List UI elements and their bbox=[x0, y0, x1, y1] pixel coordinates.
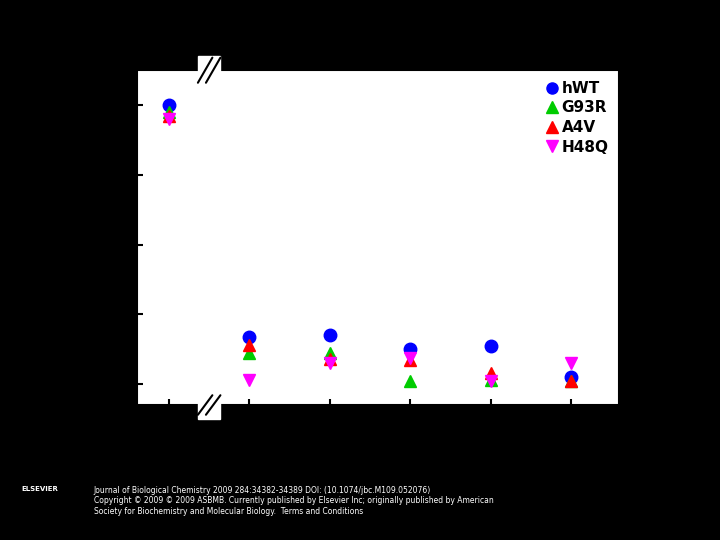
A4V bbox=[165, 113, 174, 119]
G93R bbox=[245, 350, 253, 356]
hWT bbox=[567, 374, 575, 380]
Line: hWT: hWT bbox=[163, 99, 577, 383]
Line: A4V: A4V bbox=[163, 110, 577, 388]
Legend: hWT, G93R, A4V, H48Q: hWT, G93R, A4V, H48Q bbox=[545, 78, 611, 158]
A4V bbox=[245, 342, 253, 348]
hWT bbox=[325, 332, 334, 339]
hWT bbox=[165, 102, 174, 109]
G93R bbox=[165, 109, 174, 116]
Bar bbox=[198, 391, 220, 419]
G93R bbox=[406, 378, 415, 384]
Text: ELSEVIER: ELSEVIER bbox=[22, 486, 58, 492]
Bar bbox=[198, 56, 220, 84]
Text: Journal of Biological Chemistry 2009 284:34382-34389 DOI: (10.1074/jbc.M109.0520: Journal of Biological Chemistry 2009 284… bbox=[94, 486, 493, 516]
G93R bbox=[325, 350, 334, 356]
G93R bbox=[567, 378, 575, 384]
hWT bbox=[486, 343, 495, 350]
Text: FIGURE 5: FIGURE 5 bbox=[325, 22, 395, 37]
Line: G93R: G93R bbox=[163, 106, 577, 388]
H48Q bbox=[567, 360, 575, 366]
X-axis label: Temperature (°C): Temperature (°C) bbox=[291, 456, 465, 474]
H48Q bbox=[486, 378, 495, 384]
H48Q bbox=[165, 116, 174, 122]
G93R bbox=[486, 377, 495, 383]
H48Q bbox=[325, 360, 334, 366]
H48Q bbox=[406, 354, 415, 361]
H48Q bbox=[245, 377, 253, 383]
Y-axis label: Unexchanged H: Unexchanged H bbox=[83, 158, 101, 317]
Line: H48Q: H48Q bbox=[163, 113, 577, 388]
A4V bbox=[325, 356, 334, 362]
hWT bbox=[245, 333, 253, 340]
A4V bbox=[486, 370, 495, 376]
A4V bbox=[406, 357, 415, 363]
hWT bbox=[406, 346, 415, 353]
A4V bbox=[567, 378, 575, 384]
